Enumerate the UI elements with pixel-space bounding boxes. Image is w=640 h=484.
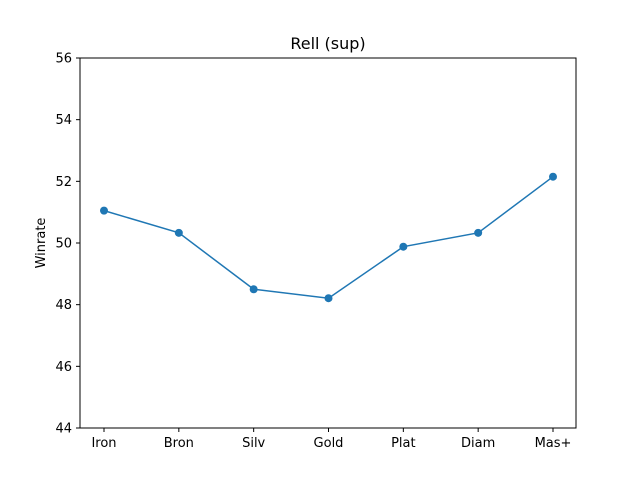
chart-title: Rell (sup): [290, 34, 365, 53]
y-tick-label: 44: [55, 422, 72, 437]
plot-area-frame: [79, 57, 577, 429]
data-point: [474, 228, 483, 237]
data-point: [174, 228, 183, 237]
x-tick-label: Iron: [91, 436, 116, 451]
data-point: [100, 206, 108, 215]
y-tick-label: 56: [55, 52, 72, 67]
y-tick-label: 52: [55, 175, 72, 190]
data-point: [549, 172, 557, 181]
y-tick-label: 54: [55, 113, 72, 128]
series-layer: [100, 172, 557, 303]
y-tick-label: 50: [55, 237, 72, 252]
y-axis: 44 46 48 50 52 54 56: [55, 52, 80, 437]
y-axis-label: Winrate: [34, 218, 49, 269]
x-tick-label: Gold: [314, 436, 344, 451]
x-tick-label: Silv: [242, 436, 265, 451]
y-tick-label: 48: [55, 298, 72, 313]
x-tick-label: Plat: [391, 436, 416, 451]
x-axis: Iron Bron Silv Gold Plat Diam Mas+: [91, 428, 571, 451]
y-tick-label: 46: [55, 360, 72, 375]
data-point: [324, 294, 333, 303]
data-point: [399, 242, 408, 251]
data-point: [249, 285, 258, 294]
series-line: [103, 176, 554, 299]
x-tick-label: Mas+: [535, 436, 572, 451]
x-tick-label: Bron: [164, 436, 194, 451]
x-tick-label: Diam: [461, 436, 495, 451]
